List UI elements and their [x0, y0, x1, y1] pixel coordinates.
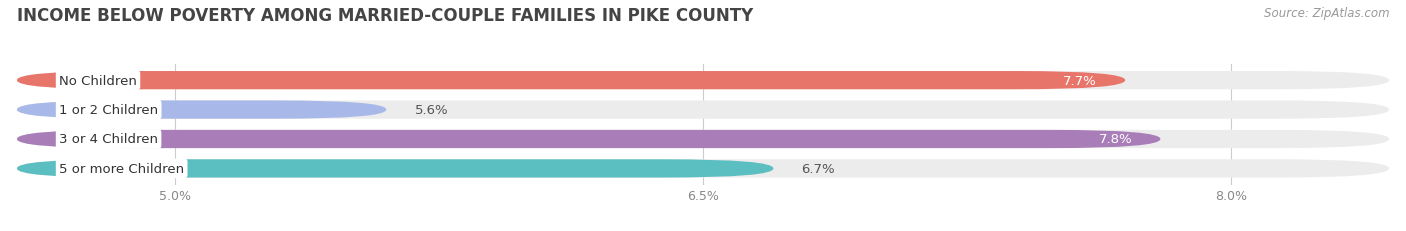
Text: 6.7%: 6.7% [801, 162, 835, 175]
Text: 7.8%: 7.8% [1098, 133, 1132, 146]
FancyBboxPatch shape [17, 160, 773, 178]
Text: No Children: No Children [59, 74, 136, 87]
FancyBboxPatch shape [17, 101, 1389, 119]
FancyBboxPatch shape [17, 160, 1389, 178]
Text: Source: ZipAtlas.com: Source: ZipAtlas.com [1264, 7, 1389, 20]
FancyBboxPatch shape [17, 101, 387, 119]
Text: INCOME BELOW POVERTY AMONG MARRIED-COUPLE FAMILIES IN PIKE COUNTY: INCOME BELOW POVERTY AMONG MARRIED-COUPL… [17, 7, 754, 25]
Text: 5.6%: 5.6% [415, 104, 449, 117]
Text: 5 or more Children: 5 or more Children [59, 162, 184, 175]
FancyBboxPatch shape [17, 130, 1160, 149]
FancyBboxPatch shape [17, 72, 1125, 90]
Text: 7.7%: 7.7% [1063, 74, 1097, 87]
FancyBboxPatch shape [17, 130, 1389, 149]
Text: 1 or 2 Children: 1 or 2 Children [59, 104, 159, 117]
FancyBboxPatch shape [17, 72, 1389, 90]
Text: 3 or 4 Children: 3 or 4 Children [59, 133, 157, 146]
